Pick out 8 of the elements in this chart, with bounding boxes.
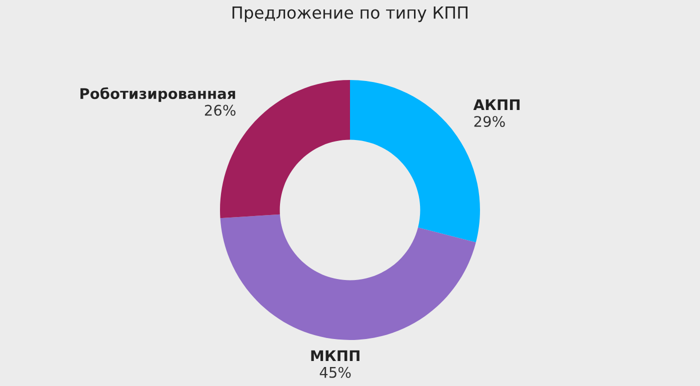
donut-slice bbox=[220, 214, 476, 340]
slice-label: АКПП bbox=[473, 99, 520, 110]
data-label: 45% bbox=[320, 366, 351, 378]
data-label: 29% bbox=[474, 116, 505, 127]
slice-label: МКПП bbox=[311, 350, 360, 361]
slice-label: Роботизированная bbox=[80, 87, 236, 102]
chart-title: Предложение по типу КПП bbox=[232, 6, 468, 22]
data-label: 26% bbox=[204, 104, 236, 116]
